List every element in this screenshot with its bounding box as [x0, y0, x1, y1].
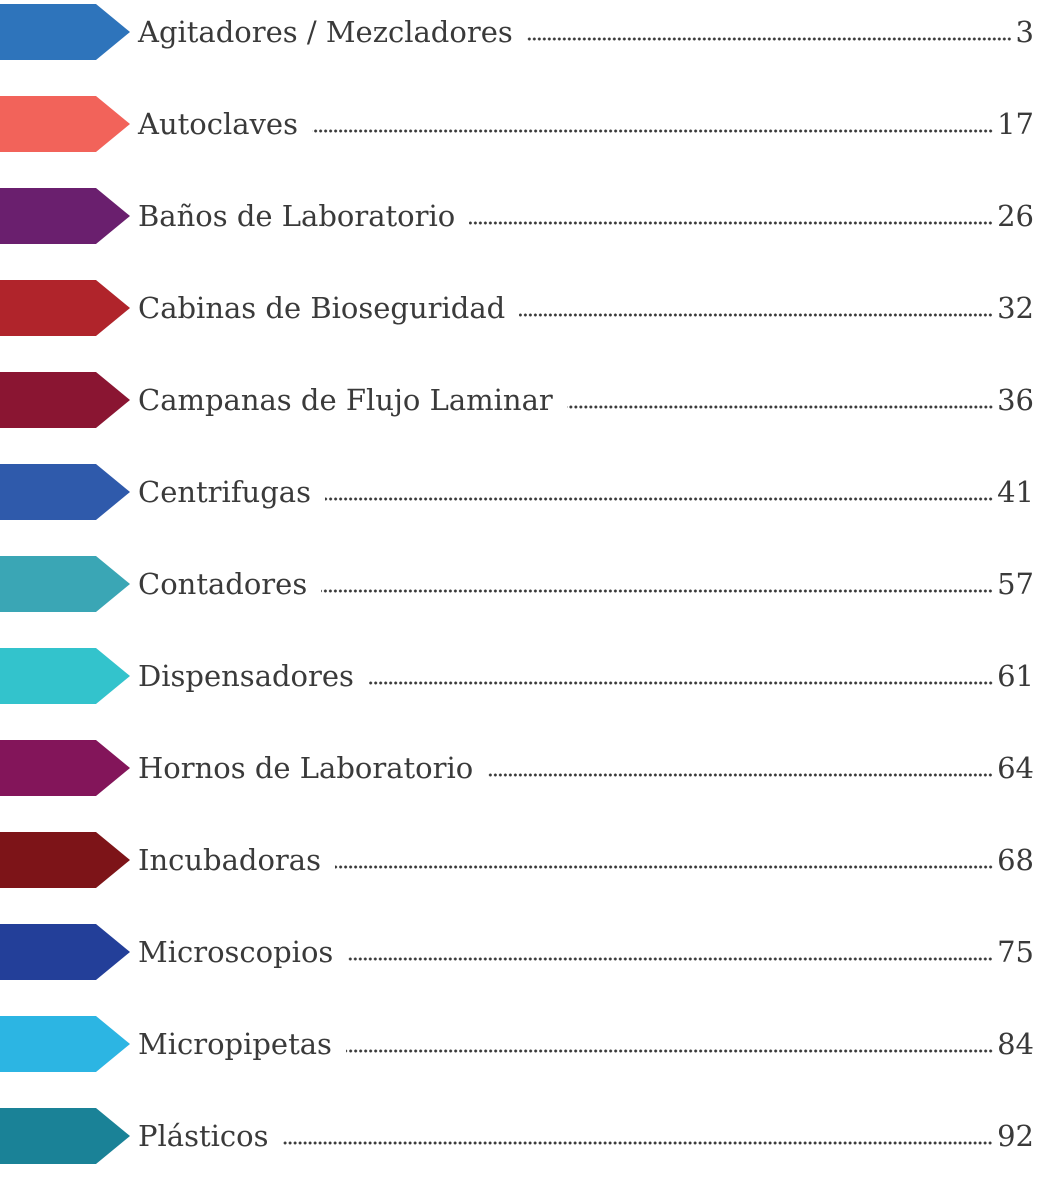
arrow-shape — [0, 924, 130, 980]
arrow-shape — [0, 556, 130, 612]
dot-leader — [334, 865, 994, 869]
dot-leader — [321, 589, 994, 593]
dot-leader — [469, 221, 994, 225]
entry-title: Contadores — [138, 567, 308, 601]
arrow-tab — [0, 96, 130, 152]
page-number: 61 — [997, 659, 1034, 693]
entry-title: Hornos de Laboratorio — [138, 751, 474, 785]
page-number: 92 — [997, 1119, 1034, 1153]
dot-leader — [311, 129, 994, 133]
toc-entry: Micropipetas 84 — [0, 998, 1034, 1090]
dot-leader — [526, 37, 1012, 41]
dot-leader — [566, 405, 994, 409]
toc-entry: Hornos de Laboratorio 64 — [0, 722, 1034, 814]
toc-entry: Agitadores / Mezcladores 3 — [0, 0, 1034, 78]
arrow-tab — [0, 464, 130, 520]
toc-entry: Baños de Laboratorio 26 — [0, 170, 1034, 262]
arrow-shape — [0, 372, 130, 428]
toc-entry: Contadores 57 — [0, 538, 1034, 630]
entry-title: Dispensadores — [138, 659, 354, 693]
arrow-tab — [0, 1108, 130, 1164]
arrow-shape — [0, 96, 130, 152]
arrow-shape — [0, 1108, 130, 1164]
dot-leader — [345, 1049, 994, 1053]
page-number: 84 — [997, 1027, 1034, 1061]
arrow-tab — [0, 372, 130, 428]
dot-leader — [347, 957, 994, 961]
arrow-tab — [0, 4, 130, 60]
page-number: 36 — [997, 383, 1034, 417]
page-number: 75 — [997, 935, 1034, 969]
entry-title: Incubadoras — [138, 843, 321, 877]
entry-title: Microscopios — [138, 935, 334, 969]
arrow-tab — [0, 832, 130, 888]
dot-leader — [367, 681, 994, 685]
arrow-shape — [0, 188, 130, 244]
arrow-tab — [0, 1016, 130, 1072]
page-number: 41 — [997, 475, 1034, 509]
arrow-tab — [0, 924, 130, 980]
toc-entry: Cabinas de Bioseguridad 32 — [0, 262, 1034, 354]
dot-leader — [519, 313, 994, 317]
dot-leader — [282, 1141, 994, 1145]
toc-entry: Centrifugas 41 — [0, 446, 1034, 538]
entry-title: Autoclaves — [138, 107, 298, 141]
arrow-shape — [0, 464, 130, 520]
arrow-tab — [0, 556, 130, 612]
arrow-shape — [0, 832, 130, 888]
page-number: 3 — [1015, 15, 1034, 49]
arrow-shape — [0, 4, 130, 60]
entry-title: Cabinas de Bioseguridad — [138, 291, 506, 325]
entry-title: Agitadores / Mezcladores — [138, 15, 513, 49]
arrow-tab — [0, 648, 130, 704]
toc-entry: Campanas de Flujo Laminar 36 — [0, 354, 1034, 446]
toc-entry: Autoclaves 17 — [0, 78, 1034, 170]
entry-title: Plásticos — [138, 1119, 269, 1153]
page-number: 17 — [997, 107, 1034, 141]
dot-leader — [487, 773, 994, 777]
page-number: 68 — [997, 843, 1034, 877]
arrow-shape — [0, 648, 130, 704]
arrow-shape — [0, 740, 130, 796]
toc-entry: Dispensadores 61 — [0, 630, 1034, 722]
entry-title: Baños de Laboratorio — [138, 199, 456, 233]
page-number: 57 — [997, 567, 1034, 601]
arrow-tab — [0, 280, 130, 336]
toc-entry: Incubadoras 68 — [0, 814, 1034, 906]
toc-entry: Plásticos 92 — [0, 1090, 1034, 1182]
dot-leader — [324, 497, 994, 501]
page-number: 32 — [997, 291, 1034, 325]
page-number: 26 — [997, 199, 1034, 233]
entry-title: Centrifugas — [138, 475, 311, 509]
page-number: 64 — [997, 751, 1034, 785]
arrow-shape — [0, 280, 130, 336]
arrow-tab — [0, 740, 130, 796]
arrow-tab — [0, 188, 130, 244]
toc-entry: Microscopios 75 — [0, 906, 1034, 998]
entry-title: Campanas de Flujo Laminar — [138, 383, 553, 417]
entry-title: Micropipetas — [138, 1027, 332, 1061]
arrow-shape — [0, 1016, 130, 1072]
